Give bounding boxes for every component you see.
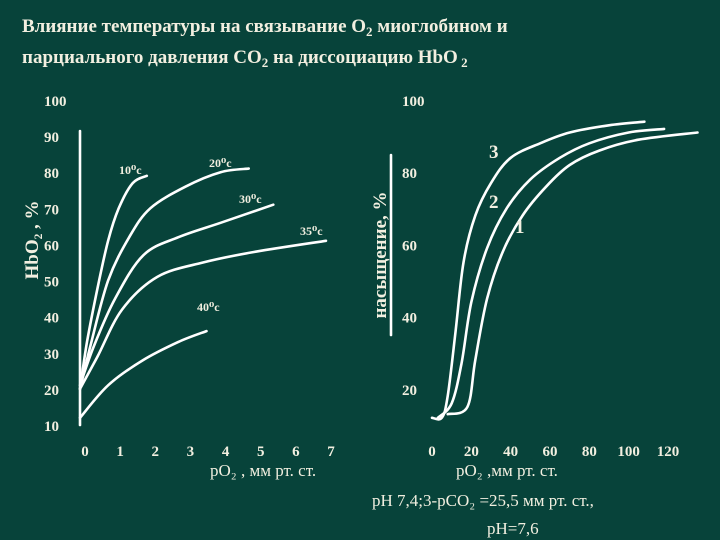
curve-line xyxy=(436,127,666,420)
left-y-label: HbO₂ , % xyxy=(22,200,43,279)
left-x-tick-label: 7 xyxy=(327,444,335,460)
left-y-tick-label: 70 xyxy=(44,202,59,218)
title-line1-text: Влияние температуры на связывание O xyxy=(22,16,367,37)
right-x-tick-label: 20 xyxy=(464,444,479,460)
left-x-tick-label: 2 xyxy=(152,444,160,460)
left-x-label: pO₂ , мм рт. ст. xyxy=(210,461,316,480)
conditions-note-line1: pH 7,4;3-pCO₂ =25,5 мм рт. ст., xyxy=(372,491,594,510)
curve-number-label: 2 xyxy=(489,192,499,213)
right-x-tick-label: 0 xyxy=(428,444,436,460)
left-x-tick-label: 6 xyxy=(292,444,300,460)
right-annotations: 3 21 xyxy=(489,142,525,238)
left-x-tick-label: 5 xyxy=(257,444,265,460)
left-y-tick-label: 100 xyxy=(44,94,67,110)
left-x-tick-label: 3 xyxy=(187,444,195,460)
left-curves xyxy=(78,167,328,420)
left-y-tick-label: 20 xyxy=(44,383,59,399)
curve-number-label: 1 xyxy=(515,217,525,238)
title-line1-end: миоглобином и xyxy=(372,16,508,37)
curve-number-label: 3 xyxy=(489,142,499,163)
left-y-tick-label: 30 xyxy=(44,347,59,363)
left-chart: 100 90 80 70 60 50 40 30 20 10 0 1 2 3 4 5 6 7 10⁰c 20⁰c 3… xyxy=(22,94,335,480)
curve-line xyxy=(78,167,250,391)
left-y-tick-label: 90 xyxy=(44,130,59,146)
left-x-tick-label: 4 xyxy=(222,444,230,460)
right-y-tick-label: 80 xyxy=(402,166,417,182)
title-line2-mid: на диссоциацию HbO xyxy=(268,47,458,68)
curve-line xyxy=(78,203,275,387)
right-x-tick-label: 40 xyxy=(503,444,518,460)
left-x-tick-label: 1 xyxy=(116,444,124,460)
curve-temperature-label: 10⁰c xyxy=(119,163,142,177)
right-x-ticks: 0 20 40 60 80 100 120 xyxy=(428,444,679,460)
left-y-tick-label: 80 xyxy=(44,166,59,182)
left-y-tick-label: 10 xyxy=(44,419,59,435)
curve-line xyxy=(446,131,699,416)
left-x-ticks: 0 1 2 3 4 5 6 7 xyxy=(81,444,335,460)
curve-line xyxy=(78,329,208,420)
left-y-tick-label: 50 xyxy=(44,275,59,291)
right-y-tick-label: 20 xyxy=(402,383,417,399)
curve-line xyxy=(78,174,149,391)
left-y-tick-label: 40 xyxy=(44,311,59,327)
right-y-label: насыщение, % xyxy=(370,191,391,318)
right-x-tick-label: 60 xyxy=(543,444,558,460)
right-y-tick-label: 40 xyxy=(402,311,417,327)
curve-temperature-label: 40⁰c xyxy=(197,300,220,314)
curve-line xyxy=(430,120,646,421)
right-chart: 100 80 60 40 20 0 20 40 60 80 100 120 3 21 насыщени… xyxy=(370,94,699,538)
right-x-tick-label: 80 xyxy=(582,444,597,460)
curve-temperature-label: 20⁰c xyxy=(209,156,232,170)
left-annotations: 10⁰c 20⁰c 30⁰c 35⁰c 40⁰c xyxy=(119,156,323,314)
left-x-tick-label: 0 xyxy=(81,444,89,460)
right-y-tick-label: 100 xyxy=(402,94,425,110)
curve-line xyxy=(78,239,328,391)
right-y-ticks: 100 80 60 40 20 xyxy=(402,94,425,399)
left-y-tick-label: 60 xyxy=(44,238,59,254)
right-curves xyxy=(430,120,699,421)
curve-temperature-label: 30⁰c xyxy=(239,192,262,206)
right-x-tick-label: 120 xyxy=(657,444,680,460)
right-x-label: pO₂ ,мм рт. ст. xyxy=(456,461,558,480)
left-y-ticks: 100 90 80 70 60 50 40 30 20 10 xyxy=(44,94,67,435)
title-line1-subscript: 2 xyxy=(366,24,373,39)
right-y-tick-label: 60 xyxy=(402,238,417,254)
curve-temperature-label: 35⁰c xyxy=(300,224,323,238)
title-line2-subscript2: 2 xyxy=(457,55,468,70)
slide-title: Влияние температуры на связывание O2 мио… xyxy=(22,14,712,76)
title-line2-text: парциального давления CO xyxy=(22,47,262,68)
title-line2-subscript: 2 xyxy=(261,55,269,70)
conditions-note-line2: pH=7,6 xyxy=(487,519,539,538)
right-x-tick-label: 100 xyxy=(617,444,640,460)
